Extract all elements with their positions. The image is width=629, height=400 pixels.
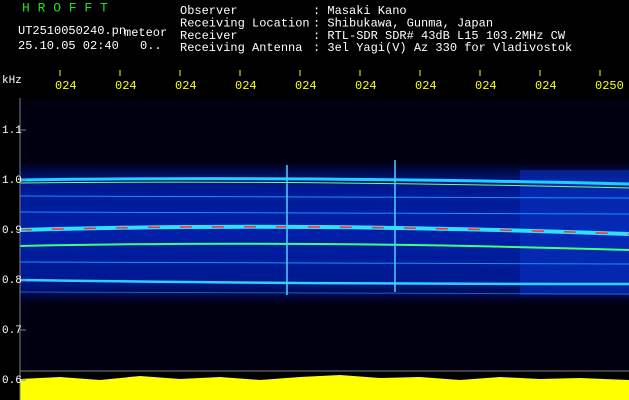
time-label: 024 [115, 79, 137, 93]
time-label: 024 [355, 79, 377, 93]
signal-lines [19, 160, 629, 295]
field-label: Receiving Location [180, 16, 310, 30]
field-label: Receiving Antenna [180, 41, 302, 55]
line [19, 242, 629, 251]
line [19, 291, 629, 295]
time-label: 024 [55, 79, 77, 93]
time-label: 024 [535, 79, 557, 93]
field-label: Observer [180, 4, 238, 18]
mode: meteor [124, 26, 167, 40]
axes: 024 024 024 024 024 024 024 024 024 0250 1.1 1.0 0.9… [2, 70, 624, 387]
field-label: Receiver [180, 29, 238, 43]
line [19, 211, 629, 215]
line [19, 261, 629, 265]
datetime: 25.10.05 02:40 [18, 39, 119, 53]
field-value: : Masaki Kano [313, 4, 407, 18]
line [19, 195, 629, 199]
file-name: UT2510050240.pn [18, 24, 126, 38]
counter: 0.. [140, 39, 162, 53]
freq-label: 1.0 [2, 175, 22, 187]
power-graph [20, 375, 629, 400]
freq-label: 0.6 [2, 375, 22, 387]
freq-label: 0.7 [2, 325, 22, 337]
app-title: H R O F F T [22, 0, 108, 15]
field-value: : RTL-SDR SDR# 43dB L15 103.2MHz CW [313, 29, 566, 43]
freq-label: 0.8 [2, 275, 22, 287]
time-label: 024 [415, 79, 437, 93]
line [19, 226, 629, 235]
line [19, 181, 629, 189]
time-label: 024 [235, 79, 257, 93]
field-value: : Shibukawa, Gunma, Japan [313, 16, 493, 30]
time-label: 0250 [595, 79, 624, 93]
line [19, 177, 629, 186]
time-label: 024 [295, 79, 317, 93]
time-label: 024 [475, 79, 497, 93]
freq-label: 0.9 [2, 225, 22, 237]
time-label: 024 [175, 79, 197, 93]
freq-label: 1.1 [2, 125, 22, 137]
field-value: : 3el Yagi(V) Az 330 for Vladivostok [313, 41, 572, 55]
unit: kHz [2, 75, 22, 87]
line [19, 278, 629, 286]
